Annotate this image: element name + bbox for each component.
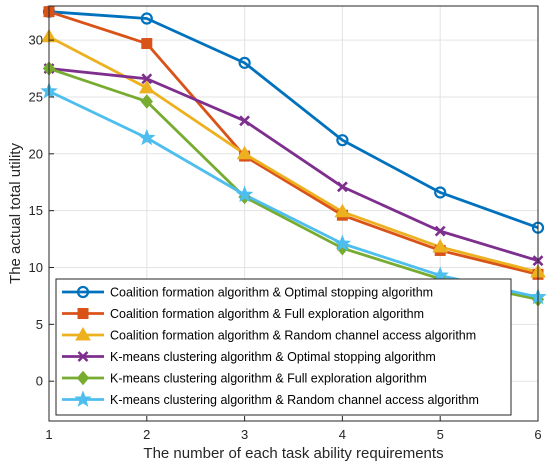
data-point <box>239 115 251 127</box>
data-point <box>333 234 352 252</box>
y-tick-label: 15 <box>29 203 43 218</box>
legend-label: K-means clustering algorithm & Full expl… <box>110 372 427 386</box>
legend-box <box>55 278 512 416</box>
plot-frame <box>48 5 539 422</box>
data-point <box>434 186 447 199</box>
data-point <box>336 134 349 147</box>
legend-swatch-marker <box>75 327 91 341</box>
data-point <box>334 203 351 218</box>
data-point <box>140 94 153 109</box>
x-axis-label: The number of each task ability requirem… <box>143 445 443 462</box>
legend: Coalition formation algorithm & Optimal … <box>55 278 512 416</box>
data-point <box>141 73 153 85</box>
data-point <box>235 185 254 203</box>
data-point <box>336 181 348 193</box>
y-tick-label: 30 <box>29 33 43 48</box>
legend-swatch-marker <box>74 390 92 407</box>
data-point <box>138 79 155 94</box>
y-tick-label: 5 <box>36 317 43 332</box>
series-line <box>48 10 539 230</box>
x-tick-label: 4 <box>339 427 346 442</box>
data-point <box>434 225 446 237</box>
series-line <box>48 10 539 276</box>
legend-label: Coalition formation algorithm & Optimal … <box>110 286 433 300</box>
legend-label: Coalition formation algorithm & Random c… <box>110 329 476 343</box>
legend-swatch-marker <box>76 370 90 386</box>
legend-swatch-marker <box>77 308 89 319</box>
x-tick-label: 3 <box>241 427 248 442</box>
legend-swatch-marker <box>76 285 90 299</box>
legend-label: K-means clustering algorithm & Optimal s… <box>110 350 436 364</box>
y-axis-label: The actual total utility <box>7 143 24 284</box>
x-tick-label: 5 <box>437 427 444 442</box>
y-tick-label: 10 <box>29 260 43 275</box>
data-point <box>140 12 153 25</box>
axis-ticks: 1 2 3 4 5 6 0 5 10 15 20 25 30 <box>29 33 542 442</box>
y-tick-label: 20 <box>29 146 43 161</box>
data-point <box>141 38 153 50</box>
y-tick-label: 0 <box>36 374 43 389</box>
legend-label: Coalition formation algorithm & Full exp… <box>110 307 424 321</box>
x-tick-label: 2 <box>143 427 150 442</box>
series-line <box>48 35 539 274</box>
y-tick-label: 25 <box>29 89 43 104</box>
data-point <box>432 239 449 253</box>
x-tick-label: 6 <box>534 427 541 442</box>
x-tick-label: 1 <box>45 427 52 442</box>
legend-swatch-marker <box>77 351 89 362</box>
data-point <box>236 145 253 160</box>
data-point <box>138 128 156 146</box>
series-line <box>48 67 539 263</box>
data-point <box>238 56 251 69</box>
legend-label: K-means clustering algorithm & Random ch… <box>110 393 479 407</box>
